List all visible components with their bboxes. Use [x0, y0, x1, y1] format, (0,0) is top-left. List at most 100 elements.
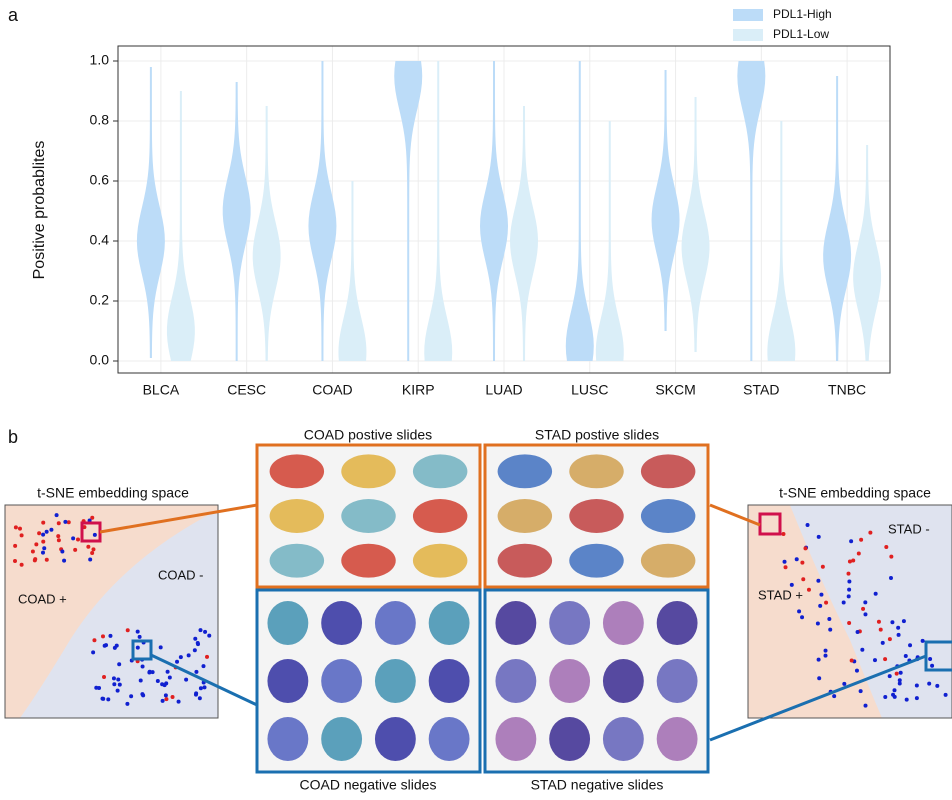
point [41, 551, 45, 555]
violin [853, 145, 881, 361]
point [888, 637, 892, 641]
point [915, 696, 919, 700]
violin [338, 181, 366, 361]
point [895, 672, 899, 676]
point [41, 540, 45, 544]
point [118, 683, 122, 687]
slide-tissue [603, 601, 644, 645]
point [100, 697, 104, 701]
y-tick-label: 0.4 [90, 232, 110, 248]
point [883, 695, 887, 699]
point [927, 682, 931, 686]
point [842, 601, 846, 605]
legend-label: PDL1-High [773, 7, 832, 21]
point [863, 612, 867, 616]
slide-tissue [657, 659, 698, 703]
slide-tissue [549, 659, 590, 703]
point [166, 670, 170, 674]
point [101, 634, 105, 638]
point [156, 679, 160, 683]
slide-tissue [549, 601, 590, 645]
point [859, 538, 863, 542]
x-tick-label: LUSC [571, 382, 608, 398]
legend-swatch [733, 9, 763, 21]
point [126, 628, 130, 632]
point [908, 643, 912, 647]
slide-tissue [657, 601, 698, 645]
point [160, 682, 164, 686]
point [129, 694, 133, 698]
point [164, 693, 168, 697]
point [807, 588, 811, 592]
point [159, 645, 163, 649]
violin [167, 91, 195, 361]
point [187, 653, 191, 657]
point [790, 583, 794, 587]
slide-tissue [498, 544, 552, 578]
point [97, 686, 101, 690]
x-tick-label: CESC [227, 382, 266, 398]
point [902, 619, 906, 623]
point [817, 535, 821, 539]
x-tick-label: STAD [743, 382, 779, 398]
point [915, 683, 919, 687]
point [31, 549, 35, 553]
point [781, 532, 785, 536]
y-tick-label: 0.8 [90, 112, 110, 128]
point [71, 536, 75, 540]
point [45, 558, 49, 562]
point [168, 675, 172, 679]
point [13, 544, 17, 548]
point [874, 592, 878, 596]
point [41, 521, 45, 525]
slide-tissue [413, 544, 467, 578]
point [847, 572, 851, 576]
x-tick-label: COAD [312, 382, 352, 398]
slide-tissue [375, 601, 416, 645]
point [141, 693, 145, 697]
slide-tissue [375, 659, 416, 703]
point [860, 648, 864, 652]
x-tick-label: KIRP [402, 382, 435, 398]
point [20, 563, 24, 567]
point [827, 617, 831, 621]
point [873, 658, 877, 662]
region-label: STAD - [888, 521, 930, 536]
point [857, 552, 861, 556]
point [112, 682, 116, 686]
y-tick-label: 0.6 [90, 172, 110, 188]
point [73, 548, 77, 552]
slide-tissue [429, 717, 470, 761]
point [42, 546, 46, 550]
point [850, 658, 854, 662]
x-tick-label: BLCA [143, 382, 180, 398]
point [198, 696, 202, 700]
slide-tissue [267, 717, 308, 761]
slide-tissue [341, 499, 395, 533]
point [161, 699, 165, 703]
point [888, 674, 892, 678]
point [847, 594, 851, 598]
point [847, 621, 851, 625]
point [859, 689, 863, 693]
point [819, 593, 823, 597]
point [116, 689, 120, 693]
slide-tissue [498, 499, 552, 533]
point [899, 671, 903, 675]
point [125, 702, 129, 706]
point [102, 675, 106, 679]
slide-tissue [495, 717, 536, 761]
region-label: COAD - [158, 567, 204, 582]
point [56, 534, 60, 538]
point [199, 628, 203, 632]
embedding-title: t-SNE embedding space [779, 485, 931, 501]
point [868, 531, 872, 535]
point [832, 694, 836, 698]
point [801, 577, 805, 581]
point [784, 565, 788, 569]
slide-tissue [375, 717, 416, 761]
point [171, 695, 175, 699]
y-tick-label: 1.0 [90, 52, 110, 68]
point [13, 559, 17, 563]
point [824, 601, 828, 605]
